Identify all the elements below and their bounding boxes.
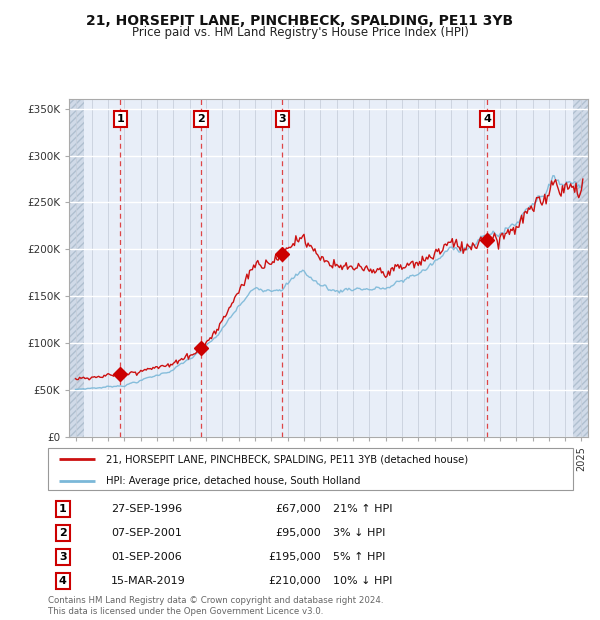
Text: 4: 4 [59,576,67,587]
Text: 27-SEP-1996: 27-SEP-1996 [111,504,182,514]
Text: 1: 1 [116,114,124,124]
Text: 21% ↑ HPI: 21% ↑ HPI [326,504,393,514]
Text: £210,000: £210,000 [268,576,321,587]
Text: 3: 3 [59,552,67,562]
Text: 01-SEP-2006: 01-SEP-2006 [111,552,182,562]
Text: £95,000: £95,000 [275,528,321,538]
Text: £67,000: £67,000 [275,504,321,514]
Text: 5% ↑ HPI: 5% ↑ HPI [326,552,386,562]
Text: 21, HORSEPIT LANE, PINCHBECK, SPALDING, PE11 3YB: 21, HORSEPIT LANE, PINCHBECK, SPALDING, … [86,14,514,28]
Text: 10% ↓ HPI: 10% ↓ HPI [326,576,392,587]
Text: 07-SEP-2001: 07-SEP-2001 [111,528,182,538]
Text: 3% ↓ HPI: 3% ↓ HPI [326,528,386,538]
Text: 2: 2 [197,114,205,124]
Bar [69,99,83,437]
Text: 21, HORSEPIT LANE, PINCHBECK, SPALDING, PE11 3YB (detached house): 21, HORSEPIT LANE, PINCHBECK, SPALDING, … [106,454,468,464]
Text: Price paid vs. HM Land Registry's House Price Index (HPI): Price paid vs. HM Land Registry's House … [131,26,469,39]
Text: 1: 1 [59,504,67,514]
Text: 3: 3 [278,114,286,124]
Text: 2: 2 [59,528,67,538]
Text: HPI: Average price, detached house, South Holland: HPI: Average price, detached house, Sout… [106,476,360,485]
Text: £195,000: £195,000 [268,552,321,562]
Text: 15-MAR-2019: 15-MAR-2019 [111,576,186,587]
Text: 4: 4 [483,114,491,124]
Bar [574,99,588,437]
FancyBboxPatch shape [48,448,573,490]
Text: Contains HM Land Registry data © Crown copyright and database right 2024.
This d: Contains HM Land Registry data © Crown c… [48,596,383,616]
